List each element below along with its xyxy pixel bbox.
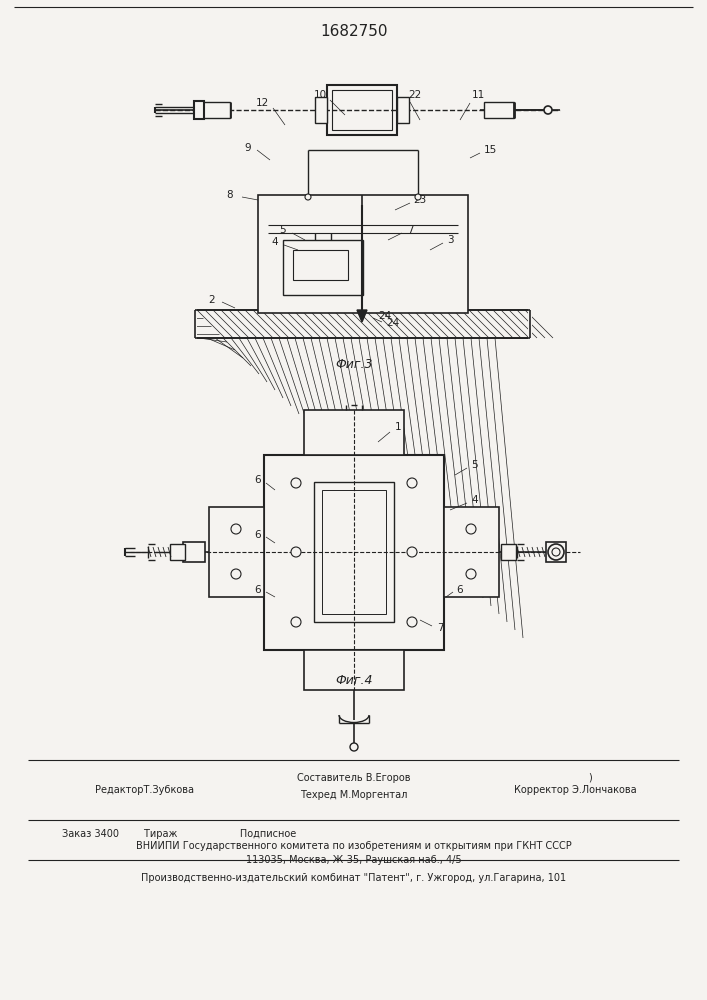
Bar [194,101,204,119]
Circle shape [350,743,358,751]
Bar [314,482,394,622]
Text: ): ) [588,773,592,783]
Text: 113035, Москва, Ж-35, Раушская наб., 4/5: 113035, Москва, Ж-35, Раушская наб., 4/5 [246,855,462,865]
Text: 6: 6 [255,585,262,595]
Text: Техред М.Моргентал: Техред М.Моргентал [300,790,408,800]
Text: 23: 23 [414,195,426,205]
Bar [546,542,566,562]
Text: 3: 3 [447,235,453,245]
Bar [209,507,264,597]
Text: 24: 24 [386,318,399,328]
Text: 4: 4 [271,237,279,247]
Text: 5: 5 [472,460,479,470]
Circle shape [231,569,241,579]
Text: ВНИИПИ Государственного комитета по изобретениям и открытиям при ГКНТ СССР: ВНИИПИ Государственного комитета по изоб… [136,841,572,851]
Bar [315,97,327,123]
Bar [397,97,409,123]
Text: 2: 2 [209,295,216,305]
Bar [283,240,363,295]
Text: Фиг.3: Фиг.3 [335,359,373,371]
Bar [183,542,205,562]
Bar [322,490,386,614]
Text: 1: 1 [395,422,402,432]
Text: 24: 24 [378,311,392,321]
Text: 4: 4 [472,495,479,505]
Circle shape [407,617,417,627]
Text: 7: 7 [437,623,443,633]
Text: 1682750: 1682750 [320,24,387,39]
Circle shape [415,194,421,200]
Circle shape [544,106,552,114]
Text: Производственно-издательский комбинат "Патент", г. Ужгород, ул.Гагарина, 101: Производственно-издательский комбинат "П… [141,873,566,883]
Text: 7: 7 [407,225,414,235]
Text: 12: 12 [255,98,269,108]
Circle shape [466,569,476,579]
Bar [501,544,516,560]
Bar [193,308,197,340]
Bar [170,544,185,560]
Circle shape [231,524,241,534]
Text: 15: 15 [484,145,496,155]
Circle shape [291,617,301,627]
Text: Корректор Э.Лончакова: Корректор Э.Лончакова [514,785,636,795]
Text: РедакторТ.Зубкова: РедакторТ.Зубкова [95,785,194,795]
Text: 22: 22 [409,90,421,100]
Text: Фиг.4: Фиг.4 [335,674,373,686]
Bar [200,102,230,118]
Text: 6: 6 [457,585,463,595]
Text: 5: 5 [280,225,286,235]
Text: 8: 8 [227,190,233,200]
Text: 11: 11 [472,90,484,100]
Bar [444,507,499,597]
Bar [528,308,532,340]
Polygon shape [357,310,367,322]
Bar [332,90,392,130]
Circle shape [552,548,560,556]
Circle shape [305,194,311,200]
Bar [293,250,348,280]
Bar [264,455,444,650]
Text: 6: 6 [255,475,262,485]
Circle shape [466,524,476,534]
Circle shape [407,547,417,557]
Circle shape [407,478,417,488]
Text: 10: 10 [313,90,327,100]
Text: 6: 6 [255,530,262,540]
Circle shape [291,547,301,557]
Bar [304,410,404,455]
Bar [304,650,404,690]
Bar [327,85,397,135]
Circle shape [548,544,564,560]
Text: 9: 9 [245,143,251,153]
Bar [258,195,468,313]
Text: Составитель В.Егоров: Составитель В.Егоров [297,773,411,783]
Circle shape [291,478,301,488]
Bar [484,102,514,118]
Text: Заказ 3400        Тираж                    Подписное: Заказ 3400 Тираж Подписное [62,829,296,839]
